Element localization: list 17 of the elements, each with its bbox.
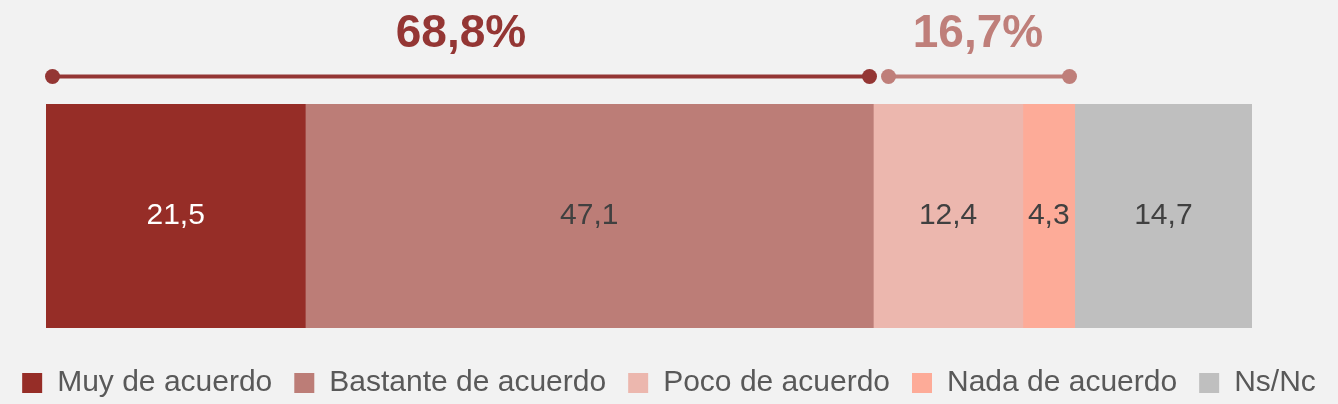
bar (1074, 104, 1252, 328)
text: 16,7% (912, 4, 1044, 57)
data-label: 47,1 (560, 197, 619, 231)
legend-label: Bastante de acuerdo (329, 364, 607, 398)
bar (872, 104, 1024, 328)
legend-label: Nada de acuerdo (947, 364, 1178, 398)
bar (304, 104, 874, 328)
text: 68,8% (395, 4, 527, 57)
legend-label: Muy de acuerdo (57, 364, 273, 398)
legend-label: Ns/Nc (1234, 364, 1316, 398)
legend-label: Poco de acuerdo (663, 364, 891, 398)
data-label: 12,4 (918, 197, 978, 231)
data-label: 4,3 (1027, 197, 1070, 231)
data-label: 14,7 (1134, 197, 1193, 231)
bar (1022, 104, 1076, 328)
bar (46, 104, 306, 328)
data-label: 21,5 (146, 197, 205, 231)
